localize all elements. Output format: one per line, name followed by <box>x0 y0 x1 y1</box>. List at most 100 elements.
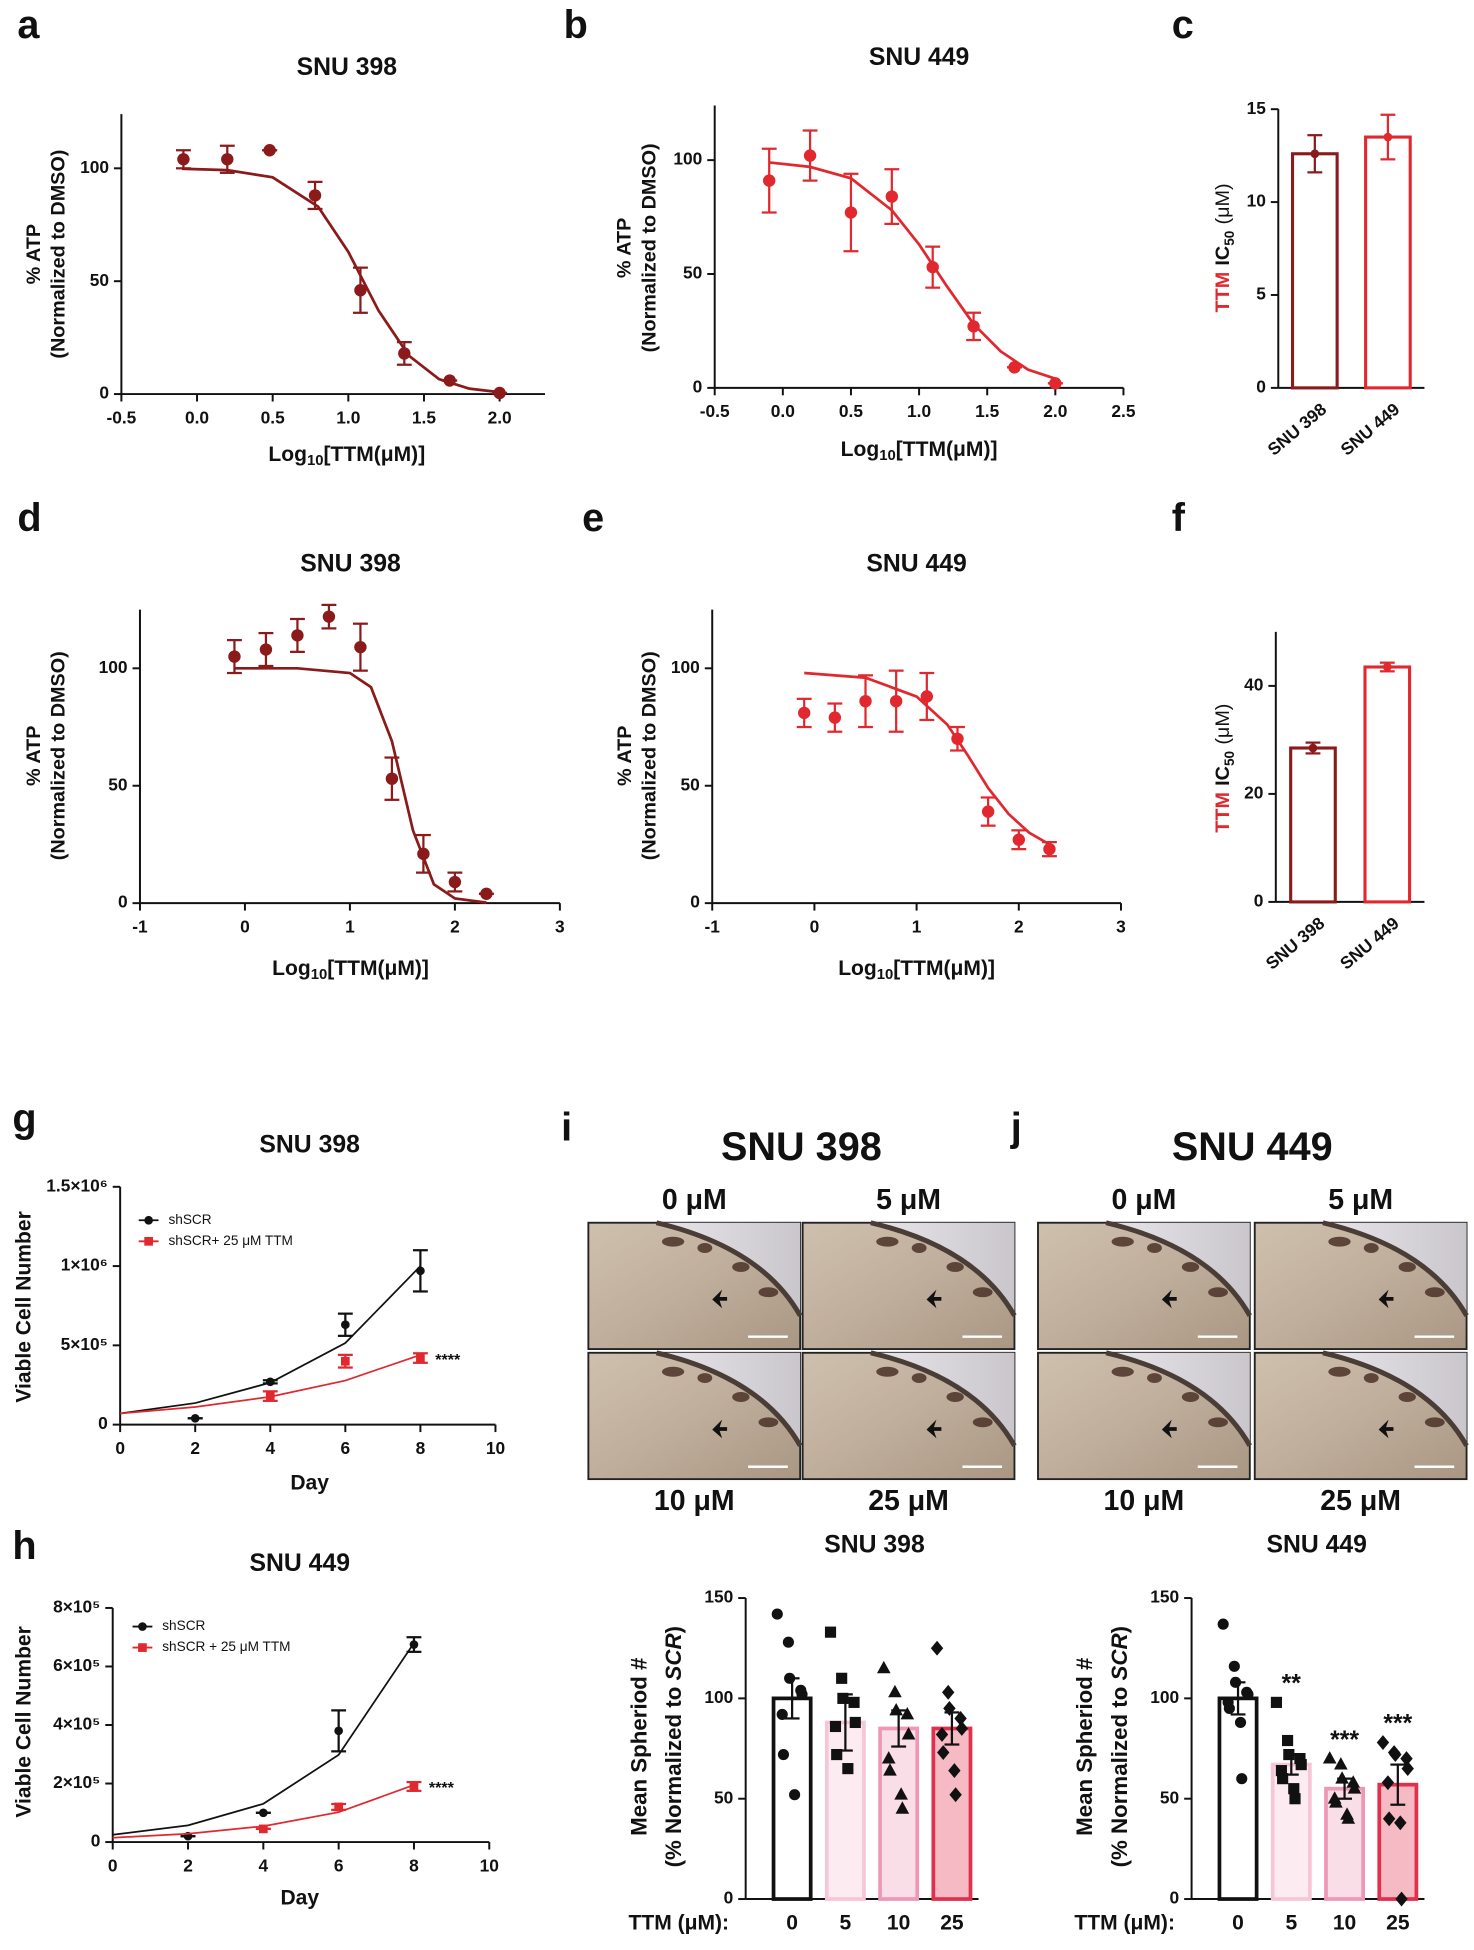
point <box>259 1824 268 1834</box>
point <box>885 190 899 203</box>
spheroid <box>1424 1417 1445 1428</box>
y-tick-label: 15 <box>1247 98 1267 118</box>
point <box>334 1802 343 1812</box>
y-axis-label: (% Normalized to SCR) <box>1107 1626 1132 1867</box>
point <box>398 347 411 360</box>
point <box>177 153 190 166</box>
text-part: Log <box>841 437 880 460</box>
panel-label: f <box>1172 496 1186 540</box>
point <box>1282 1734 1294 1747</box>
well-rim <box>1322 1222 1467 1316</box>
point <box>1289 1793 1301 1805</box>
text-part: Log <box>268 442 307 465</box>
y-tick-label: 50 <box>681 774 700 794</box>
point <box>1223 1702 1235 1714</box>
x-tick-label: 1 <box>912 917 922 937</box>
spheroid <box>697 1373 713 1384</box>
y-tick-label: 150 <box>1150 1587 1179 1607</box>
x-tick-label: SNU 449 <box>1336 913 1403 974</box>
y-tick-label: 50 <box>108 774 127 794</box>
legend-marker <box>144 1215 153 1225</box>
point <box>930 1640 944 1656</box>
x-tick-label: -1 <box>705 917 721 937</box>
y-axis-label: Mean Spheriod # <box>626 1657 651 1836</box>
panel-label: j <box>1010 1105 1022 1149</box>
x-tick-label: SNU 449 <box>1337 399 1404 460</box>
micrograph <box>587 1220 803 1351</box>
point <box>1295 1759 1307 1771</box>
fit-curve <box>234 666 487 905</box>
y-tick-label: 100 <box>99 657 128 677</box>
x-tick-label: 0 <box>810 917 820 937</box>
dose-label: 10 μM <box>654 1485 735 1517</box>
point <box>803 149 817 162</box>
text-part: IC <box>1212 766 1234 786</box>
spheroid <box>1328 1366 1351 1377</box>
text-part: (μM) <box>1212 704 1234 745</box>
point <box>954 1711 967 1726</box>
y-tick-label: 5×10⁵ <box>61 1334 108 1354</box>
panel-title: SNU 449 <box>1172 1125 1333 1169</box>
point <box>943 1700 956 1716</box>
text-part: [TTM(μM)] <box>327 956 429 979</box>
x-tick-label: 4 <box>259 1855 269 1875</box>
point <box>777 1748 790 1761</box>
y-tick-label: 50 <box>714 1787 733 1807</box>
y-tick-label: 50 <box>1160 1787 1179 1807</box>
text-part: (% Normalized to <box>661 1687 686 1868</box>
panel-label: e <box>582 496 604 540</box>
text-part: (μM) <box>1212 183 1234 224</box>
point <box>1346 1775 1361 1788</box>
x-axis-label: Day <box>290 1472 329 1495</box>
annotation: ** <box>1282 1671 1302 1698</box>
point <box>416 1353 425 1363</box>
dose-label: 5 μM <box>876 1184 941 1216</box>
arrow <box>712 1419 728 1439</box>
y-axis-label: % ATP <box>614 218 636 278</box>
text-part: [TTM(μM)] <box>893 956 995 979</box>
bar <box>1217 1696 1259 1901</box>
well-edge <box>1105 1350 1252 1447</box>
point <box>828 711 842 724</box>
text-part: (% Normalized to <box>1107 1687 1132 1868</box>
spheroid <box>946 1392 964 1402</box>
point <box>1242 1688 1254 1700</box>
point <box>1400 1751 1413 1767</box>
point <box>354 284 367 297</box>
x-tick-label: 10 <box>1333 1911 1356 1934</box>
point <box>228 650 241 663</box>
x-tick-label: 0 <box>786 1911 798 1934</box>
point <box>981 805 995 818</box>
point <box>259 1808 268 1818</box>
panel-title: SNU 398 <box>721 1125 882 1169</box>
text-part: 50 <box>1222 230 1237 246</box>
panel-label: c <box>1172 3 1194 47</box>
point <box>789 1789 801 1801</box>
panel-label: d <box>17 496 41 540</box>
x-tick-label: 2 <box>183 1855 193 1875</box>
micrograph <box>801 1350 1017 1481</box>
point <box>831 1748 843 1761</box>
spheroid <box>1111 1366 1134 1377</box>
error-bar <box>944 1711 960 1746</box>
bar <box>1289 746 1337 904</box>
spheroid <box>1111 1236 1134 1247</box>
x-tick-label: 1 <box>345 917 355 937</box>
arrow <box>1161 1289 1177 1309</box>
error-bar <box>1230 1681 1246 1716</box>
point <box>322 610 336 623</box>
y-axis-label: % ATP <box>23 224 45 285</box>
y-tick-label: 4×10⁵ <box>53 1714 100 1734</box>
arrow <box>712 1289 728 1309</box>
micrograph <box>801 1220 1017 1351</box>
point <box>798 706 811 720</box>
spheroid <box>911 1243 927 1253</box>
text-part: 10 <box>879 448 896 464</box>
x-tick-label: 1.5 <box>412 407 436 427</box>
x-tick-label: 2.0 <box>488 407 512 427</box>
annotation: **** <box>435 1351 461 1369</box>
text-part: [TTM(μM)] <box>896 437 998 460</box>
point <box>1329 1795 1343 1808</box>
y-tick-label: 40 <box>1244 674 1263 694</box>
